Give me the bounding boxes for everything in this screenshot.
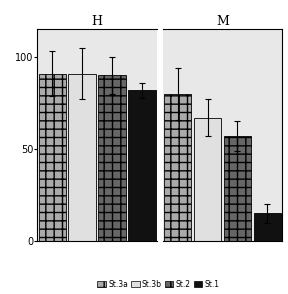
Bar xyxy=(39,74,66,241)
Bar xyxy=(164,94,192,241)
Title: H: H xyxy=(92,15,103,28)
Bar xyxy=(69,74,96,241)
Title: M: M xyxy=(216,15,229,28)
Bar xyxy=(253,213,281,241)
Bar xyxy=(128,90,156,241)
Legend: St.3a, St.3b, St.2, St.1: St.3a, St.3b, St.2, St.1 xyxy=(96,278,221,290)
Bar xyxy=(98,76,126,241)
Bar xyxy=(224,136,251,241)
Bar xyxy=(194,118,221,241)
